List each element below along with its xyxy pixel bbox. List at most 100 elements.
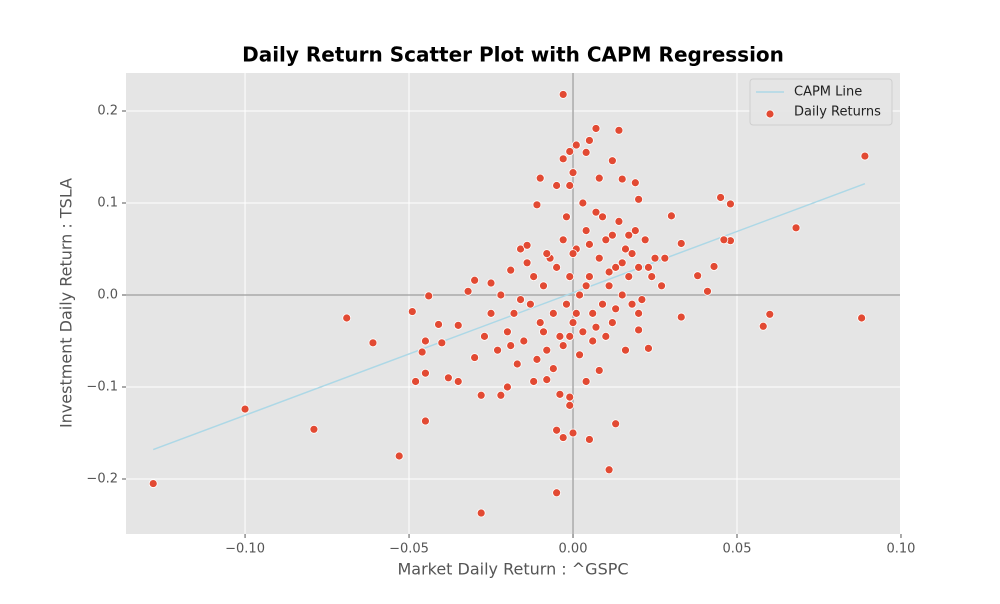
point bbox=[417, 347, 427, 357]
point bbox=[650, 253, 660, 263]
y-tick-label: 0.0 bbox=[97, 287, 118, 302]
point bbox=[529, 377, 539, 386]
point bbox=[476, 390, 486, 400]
point bbox=[604, 267, 614, 277]
point bbox=[532, 354, 542, 364]
point bbox=[568, 318, 578, 327]
y-tick-label: 0.2 bbox=[97, 103, 118, 118]
point bbox=[512, 359, 522, 369]
point bbox=[539, 327, 548, 337]
legend: CAPM Line Daily Returns bbox=[749, 78, 893, 126]
point bbox=[548, 308, 558, 318]
legend-label: CAPM Line bbox=[794, 85, 862, 100]
point bbox=[607, 230, 617, 240]
point bbox=[758, 321, 768, 331]
point bbox=[581, 147, 591, 157]
point bbox=[437, 338, 447, 348]
point bbox=[562, 299, 571, 309]
point bbox=[585, 239, 594, 249]
point bbox=[601, 235, 611, 245]
point bbox=[539, 281, 548, 291]
point bbox=[434, 320, 443, 329]
point bbox=[548, 364, 558, 373]
point bbox=[470, 275, 480, 285]
point bbox=[542, 249, 552, 258]
point bbox=[791, 223, 801, 233]
point bbox=[496, 390, 506, 400]
point bbox=[558, 154, 568, 164]
point bbox=[509, 308, 519, 318]
point bbox=[634, 194, 644, 204]
point bbox=[575, 290, 584, 300]
point bbox=[588, 308, 598, 318]
point bbox=[709, 262, 719, 271]
point bbox=[640, 235, 650, 245]
point bbox=[565, 147, 575, 156]
point bbox=[368, 338, 378, 348]
chart-title: Daily Return Scatter Plot with CAPM Regr… bbox=[242, 43, 784, 67]
point bbox=[585, 435, 594, 444]
point bbox=[443, 373, 453, 383]
point bbox=[578, 327, 588, 337]
point bbox=[716, 193, 726, 202]
plot-area bbox=[126, 73, 900, 534]
point bbox=[552, 181, 562, 190]
point bbox=[565, 331, 575, 341]
y-tick-label: −0.2 bbox=[86, 471, 118, 486]
point bbox=[627, 249, 637, 258]
x-axis-label: Market Daily Return : ^GSPC bbox=[397, 560, 628, 579]
point bbox=[585, 272, 594, 281]
point bbox=[601, 331, 611, 341]
point bbox=[565, 181, 575, 190]
point bbox=[607, 318, 617, 327]
point bbox=[657, 281, 666, 291]
point bbox=[535, 173, 545, 183]
point bbox=[552, 262, 562, 272]
point bbox=[611, 262, 621, 272]
point bbox=[637, 295, 647, 304]
point bbox=[568, 168, 578, 178]
point bbox=[529, 272, 539, 281]
point bbox=[506, 341, 516, 350]
x-tick-label: 0.05 bbox=[723, 542, 752, 557]
point bbox=[421, 336, 430, 346]
point bbox=[703, 286, 712, 296]
point bbox=[594, 173, 604, 183]
point bbox=[421, 416, 430, 426]
point bbox=[342, 313, 352, 323]
point bbox=[660, 253, 670, 263]
point bbox=[676, 239, 686, 248]
point bbox=[476, 508, 486, 518]
capm-line bbox=[152, 182, 866, 451]
point bbox=[630, 178, 640, 188]
point bbox=[647, 272, 657, 281]
point bbox=[558, 235, 568, 245]
point bbox=[522, 258, 532, 268]
point bbox=[506, 265, 516, 275]
point bbox=[617, 290, 627, 300]
point bbox=[470, 353, 480, 362]
point bbox=[542, 375, 552, 385]
legend-swatch bbox=[765, 109, 775, 119]
point bbox=[857, 313, 867, 323]
point bbox=[634, 262, 644, 272]
point bbox=[240, 404, 250, 414]
point bbox=[719, 235, 729, 245]
point bbox=[617, 258, 627, 268]
point bbox=[621, 345, 630, 355]
point bbox=[565, 272, 575, 281]
point bbox=[693, 271, 703, 281]
point bbox=[555, 389, 565, 399]
point bbox=[611, 304, 621, 314]
point bbox=[555, 331, 565, 341]
point bbox=[516, 244, 525, 254]
point bbox=[519, 336, 529, 346]
point bbox=[522, 240, 532, 250]
y-axis-label: Investment Daily Return : TSLA bbox=[57, 178, 76, 428]
point bbox=[453, 377, 463, 386]
point bbox=[726, 199, 735, 209]
point bbox=[532, 200, 542, 210]
point bbox=[860, 151, 870, 161]
point bbox=[591, 322, 601, 332]
point bbox=[552, 425, 562, 435]
